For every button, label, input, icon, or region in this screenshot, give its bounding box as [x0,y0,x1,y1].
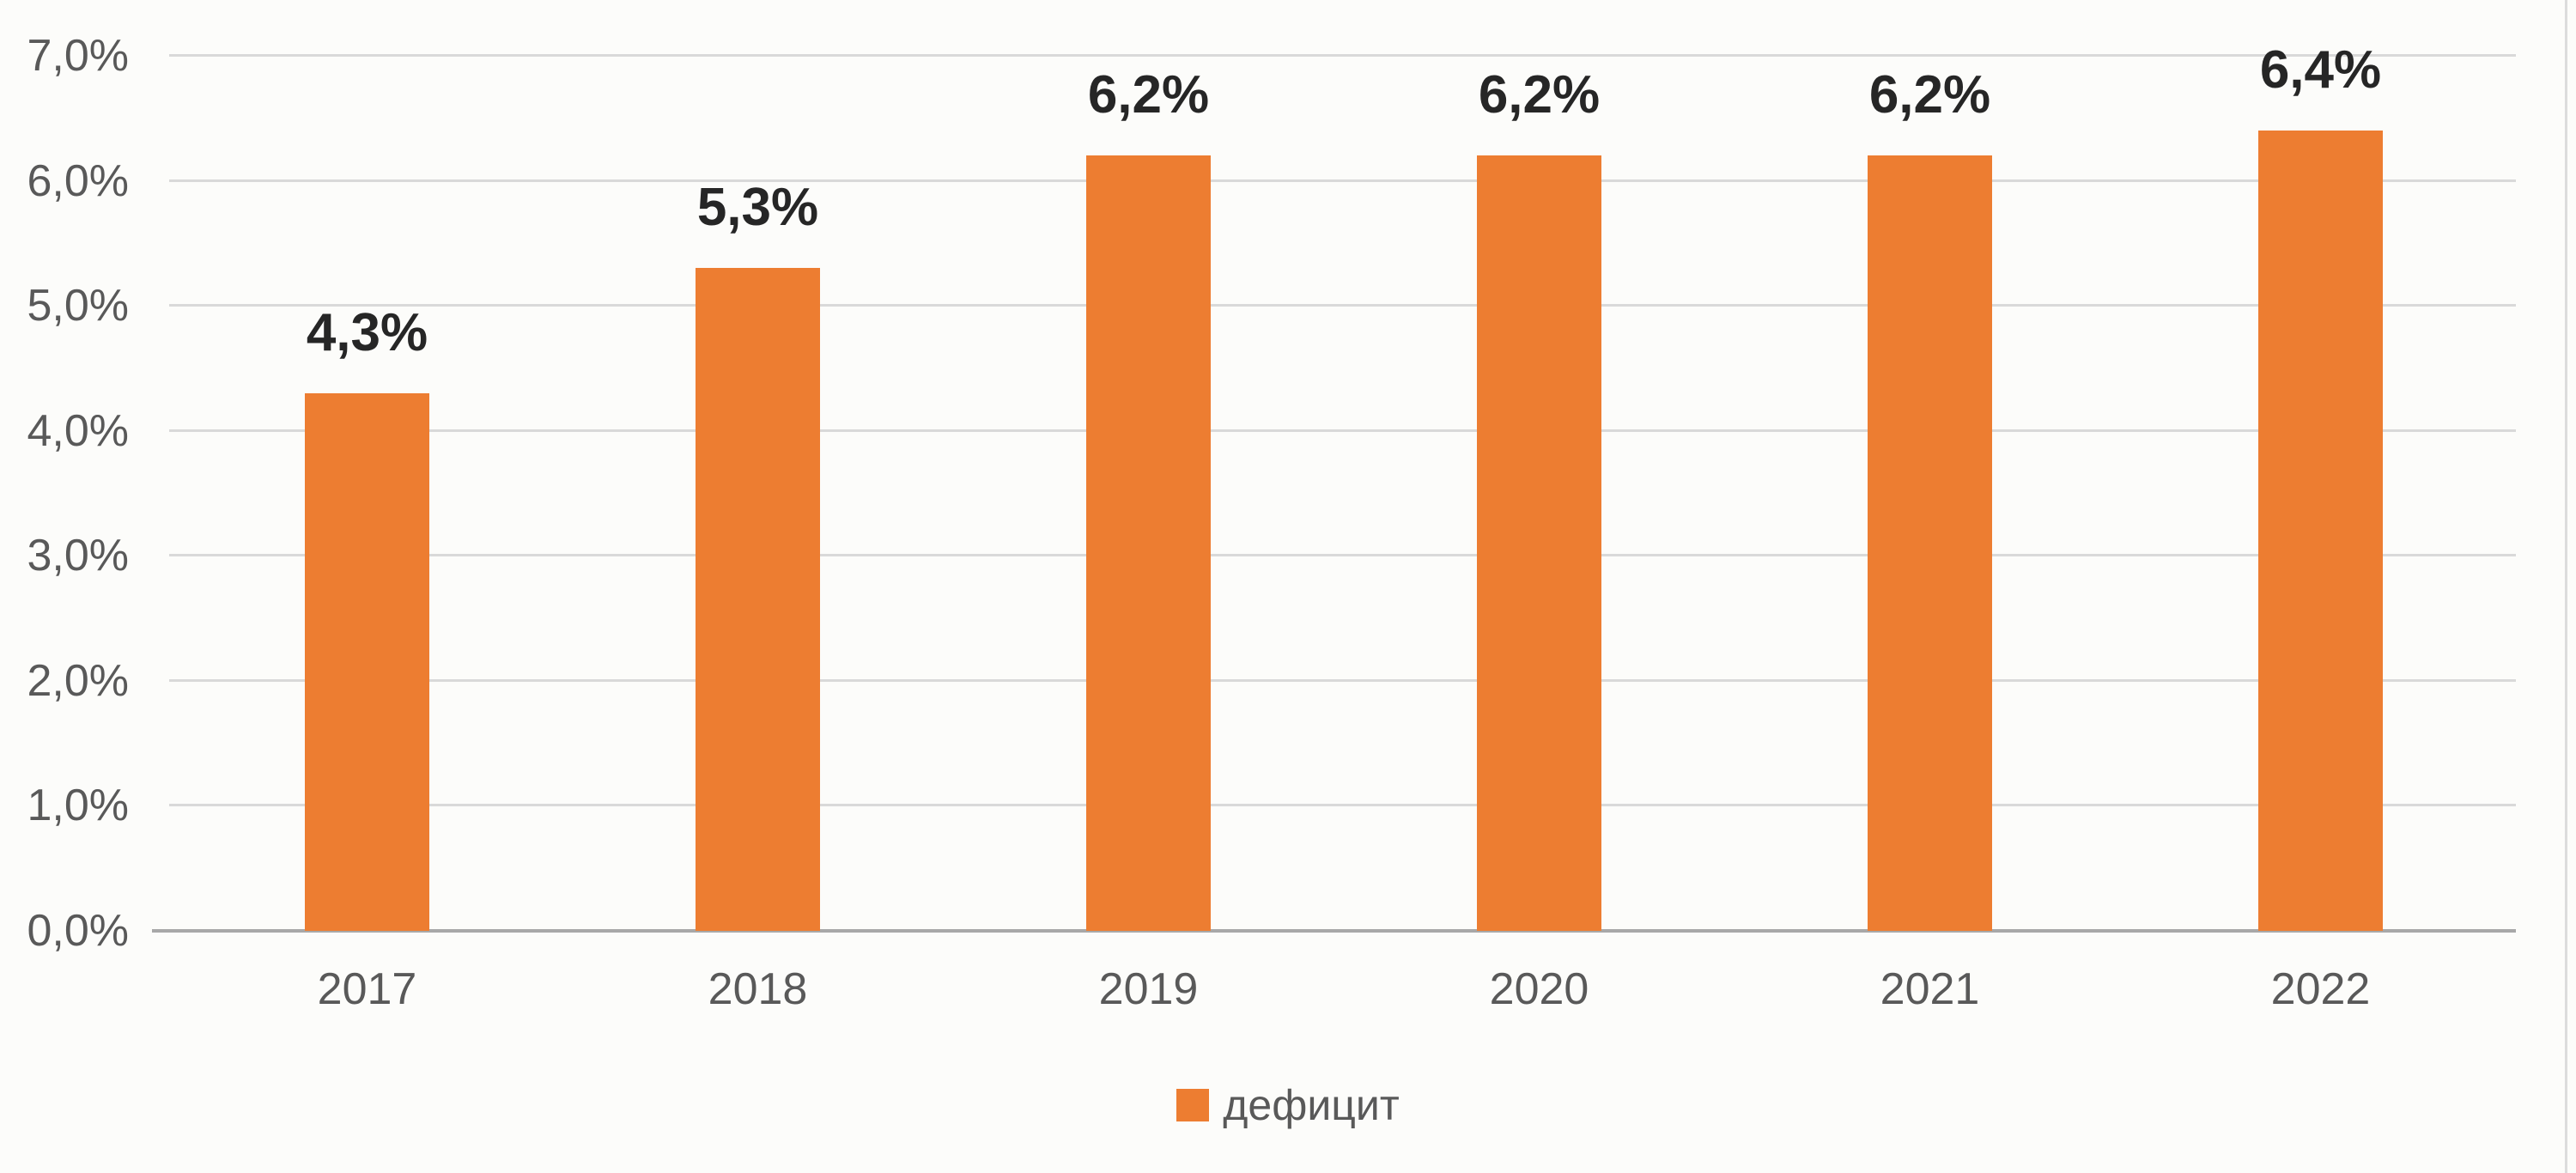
bar [1477,155,1601,931]
legend-label: дефицит [1223,1081,1400,1129]
bar-value-label: 6,2% [1478,65,1601,125]
gridline [169,179,2516,182]
bar [305,393,429,931]
x-axis-line [152,929,2516,933]
gridline [169,554,2516,557]
y-tick-label: 0,0% [27,906,129,956]
x-tick-label: 2022 [2270,964,2371,1014]
legend: дефицит [0,1080,2576,1130]
bar-value-label: 5,3% [696,178,819,237]
bar [1086,155,1211,931]
bar-value-label: 6,2% [1087,65,1210,125]
gridline [169,54,2516,57]
x-tick-label: 2021 [1880,964,1980,1014]
gridline [169,428,2516,432]
y-tick-label: 1,0% [27,781,129,831]
bar-value-label: 6,4% [2259,40,2382,100]
bar [1868,155,1992,931]
y-tick-label: 4,0% [27,405,129,456]
gridline [169,804,2516,807]
bar [696,268,820,931]
legend-swatch [1176,1089,1210,1121]
x-tick-label: 2018 [708,964,808,1014]
image-edge-line [2565,0,2567,1173]
y-tick-label: 6,0% [27,155,129,206]
y-tick-label: 3,0% [27,531,129,581]
gridline [169,678,2516,682]
bar-value-label: 4,3% [306,303,428,362]
y-tick-label: 2,0% [27,655,129,706]
y-tick-label: 5,0% [27,281,129,331]
gridline [169,304,2516,307]
x-tick-label: 2019 [1098,964,1199,1014]
x-tick-label: 2020 [1489,964,1589,1014]
x-tick-label: 2017 [317,964,417,1014]
bar-value-label: 6,2% [1868,65,1991,125]
bar [2258,131,2383,931]
y-tick-label: 7,0% [27,31,129,81]
